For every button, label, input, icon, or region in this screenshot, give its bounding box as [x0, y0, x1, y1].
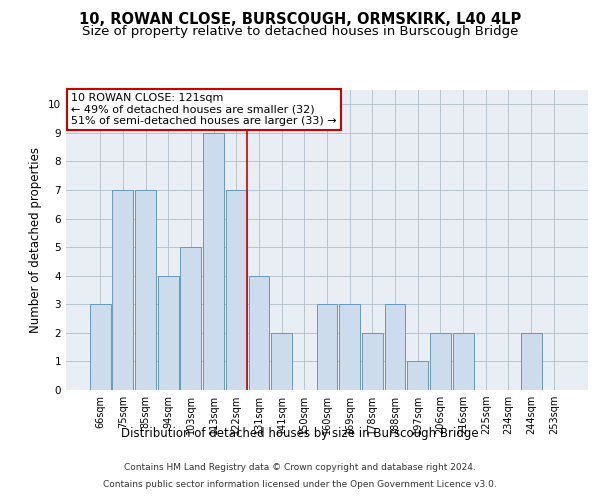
Text: Contains HM Land Registry data © Crown copyright and database right 2024.: Contains HM Land Registry data © Crown c…: [124, 464, 476, 472]
Bar: [339, 304, 360, 390]
Bar: [452, 333, 473, 390]
Bar: [135, 190, 156, 390]
Bar: [317, 304, 337, 390]
Text: Distribution of detached houses by size in Burscough Bridge: Distribution of detached houses by size …: [121, 428, 479, 440]
Bar: [362, 333, 383, 390]
Bar: [407, 362, 428, 390]
Text: Size of property relative to detached houses in Burscough Bridge: Size of property relative to detached ho…: [82, 25, 518, 38]
Text: Contains public sector information licensed under the Open Government Licence v3: Contains public sector information licen…: [103, 480, 497, 489]
Bar: [271, 333, 292, 390]
Bar: [158, 276, 179, 390]
Bar: [112, 190, 133, 390]
Bar: [181, 247, 202, 390]
Bar: [90, 304, 110, 390]
Y-axis label: Number of detached properties: Number of detached properties: [29, 147, 43, 333]
Bar: [430, 333, 451, 390]
Text: 10 ROWAN CLOSE: 121sqm
← 49% of detached houses are smaller (32)
51% of semi-det: 10 ROWAN CLOSE: 121sqm ← 49% of detached…: [71, 93, 337, 126]
Bar: [203, 133, 224, 390]
Text: 10, ROWAN CLOSE, BURSCOUGH, ORMSKIRK, L40 4LP: 10, ROWAN CLOSE, BURSCOUGH, ORMSKIRK, L4…: [79, 12, 521, 28]
Bar: [385, 304, 406, 390]
Bar: [226, 190, 247, 390]
Bar: [521, 333, 542, 390]
Bar: [248, 276, 269, 390]
